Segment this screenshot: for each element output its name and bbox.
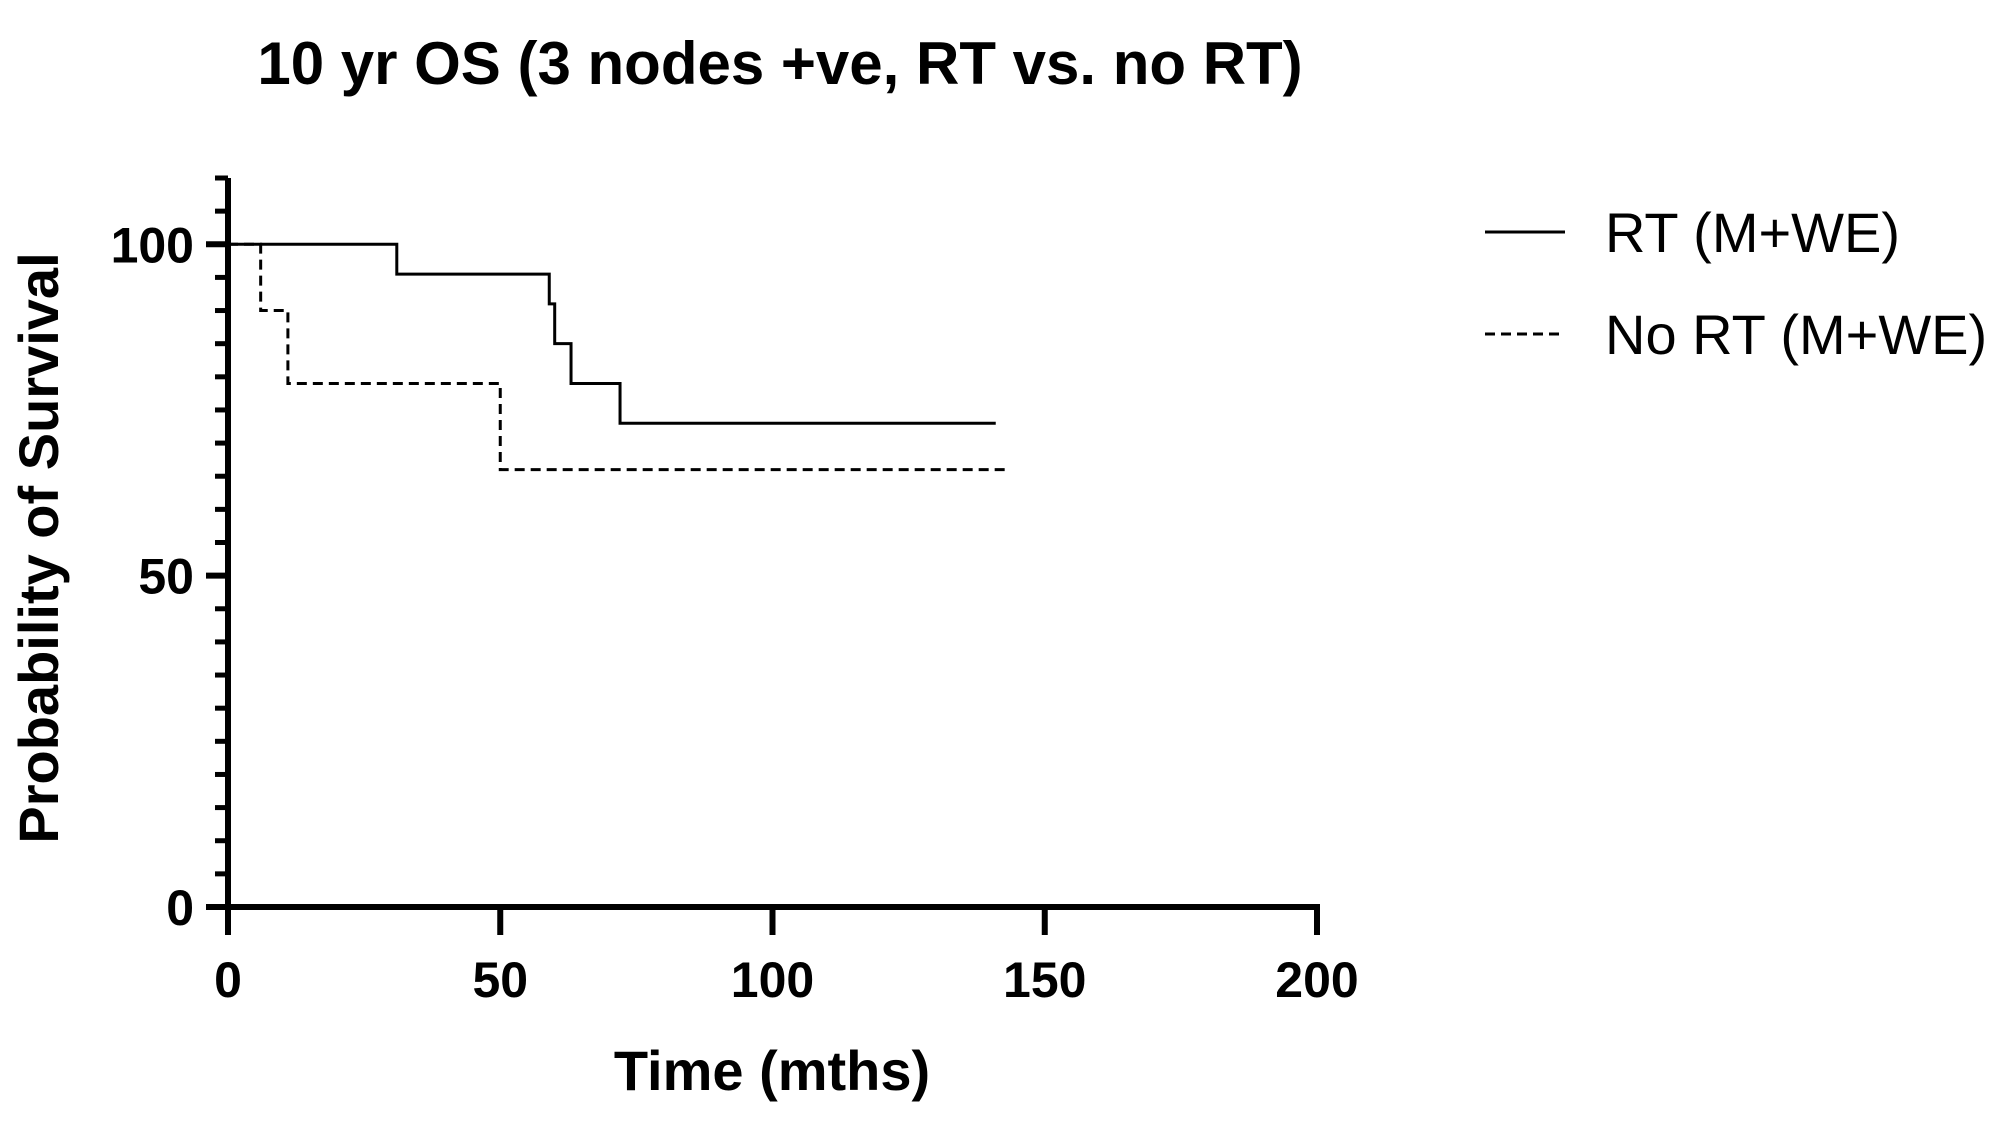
- chart-title: 10 yr OS (3 nodes +ve, RT vs. no RT): [257, 30, 1302, 97]
- y-tick-label: 100: [111, 217, 194, 273]
- y-tick-label: 50: [138, 549, 194, 605]
- x-tick-label: 200: [1275, 952, 1358, 1008]
- x-tick-label: 0: [214, 952, 242, 1008]
- series-line-no-rt: [228, 242, 1007, 472]
- series-line-rt: [228, 242, 996, 425]
- y-axis-ticks: 0 50 100: [111, 175, 228, 936]
- x-axis-title: Time (mths): [614, 1039, 930, 1102]
- y-tick-label: 0: [166, 880, 194, 936]
- x-tick-label: 100: [731, 952, 814, 1008]
- plot-area: 0 50 100 0 50 100 150 200: [111, 175, 1359, 1008]
- x-axis-ticks: 0 50 100 150 200: [214, 907, 1359, 1008]
- legend-label: No RT (M+WE): [1605, 303, 1987, 366]
- y-axis-title: Probability of Survival: [7, 252, 70, 843]
- legend: RT (M+WE) No RT (M+WE): [1485, 201, 1987, 366]
- x-tick-label: 150: [1003, 952, 1086, 1008]
- x-tick-label: 50: [472, 952, 528, 1008]
- legend-label: RT (M+WE): [1605, 201, 1900, 264]
- series-layer: [228, 242, 1007, 472]
